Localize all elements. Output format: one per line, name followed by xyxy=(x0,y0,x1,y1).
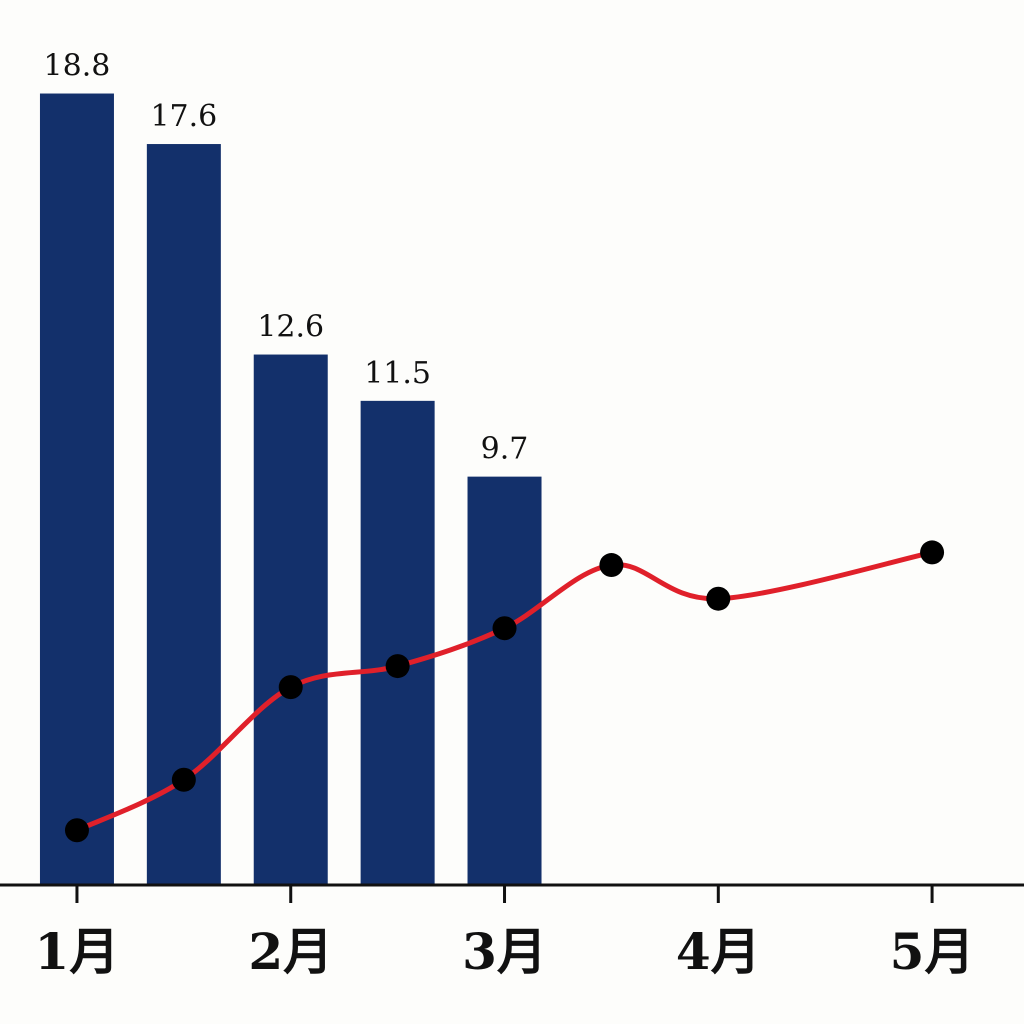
x-tick-label: 3月 xyxy=(462,922,547,981)
bar xyxy=(467,476,542,885)
data-label: 12.6 xyxy=(257,310,324,345)
bar xyxy=(360,400,435,885)
line-marker xyxy=(706,586,731,611)
line-marker xyxy=(64,818,89,843)
data-label: 17.6 xyxy=(150,99,217,134)
data-label: 11.5 xyxy=(364,356,431,391)
line-marker xyxy=(599,553,624,578)
x-tick-label: 4月 xyxy=(676,922,761,981)
bar xyxy=(253,354,328,885)
line-marker xyxy=(278,675,303,700)
line-marker xyxy=(385,654,410,679)
line-marker xyxy=(492,616,517,641)
x-tick-label: 5月 xyxy=(890,922,975,981)
data-label: 9.7 xyxy=(481,432,529,467)
data-label: 18.8 xyxy=(44,49,111,84)
line-marker xyxy=(920,540,945,565)
line-marker xyxy=(171,767,196,792)
bar xyxy=(39,93,114,885)
x-tick-label: 2月 xyxy=(248,922,333,981)
x-tick-label: 1月 xyxy=(35,922,120,981)
